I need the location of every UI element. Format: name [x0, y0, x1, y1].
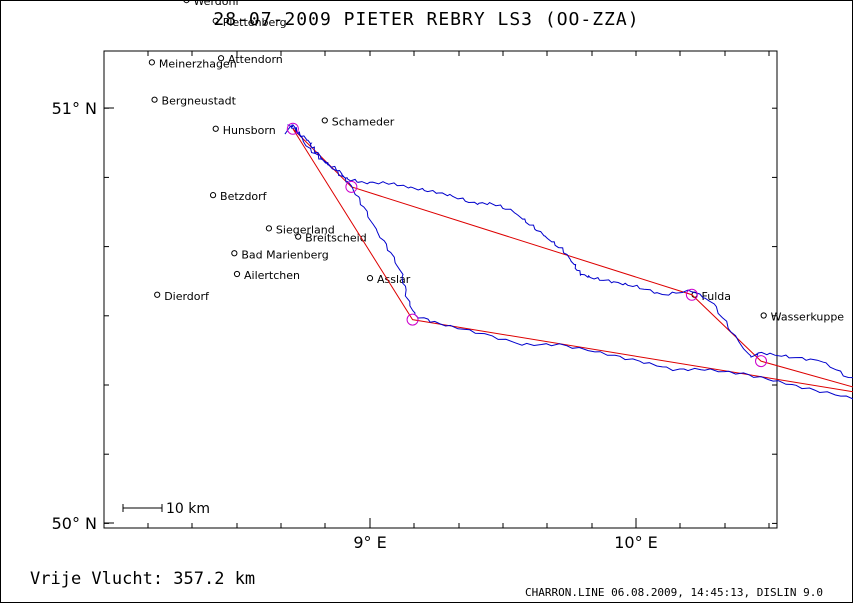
town-marker	[233, 270, 241, 278]
axis-ticks: 9° E 10° E 50° N 51° N	[52, 51, 777, 552]
town-marker	[148, 59, 155, 66]
town-label: Werdohl	[193, 0, 238, 8]
town-marker	[760, 312, 767, 319]
town-marker	[265, 225, 273, 232]
turnpoint-marker	[345, 180, 358, 193]
town-label: Fulda	[702, 290, 731, 303]
town-marker	[183, 0, 190, 4]
town-label: Wasserkuppe	[771, 311, 845, 324]
town-label: Schameder	[332, 115, 395, 128]
town-marker	[366, 275, 374, 282]
town-marker	[154, 291, 161, 298]
town-label: Attendorn	[228, 53, 283, 66]
y-tick-label: 51° N	[52, 99, 97, 118]
x-tick-label: 9° E	[353, 533, 386, 552]
town-label: Breitscheid	[305, 232, 367, 245]
town-label: Betzdorf	[220, 190, 268, 203]
scale-bar: 10 km	[122, 501, 210, 517]
town-label: Hunsborn	[223, 124, 276, 137]
x-tick-label: 10° E	[614, 533, 658, 552]
town-marker	[151, 96, 158, 103]
scale-bar-label: 10 km	[166, 501, 210, 517]
software-info: CHARRON.LINE 06.08.2009, 14:45:13, DISLI…	[524, 586, 823, 599]
town-marker	[209, 192, 217, 199]
town-marker	[212, 125, 219, 132]
town-label: Ailertchen	[244, 269, 300, 282]
free-flight-distance: Vrije Vlucht: 357.2 km	[30, 569, 256, 589]
town-marker	[217, 55, 225, 62]
town-label: Bad Marienberg	[241, 248, 328, 261]
town-marker	[212, 17, 219, 24]
turnpoint-markers	[286, 122, 768, 368]
town-label: Plettenberg	[223, 16, 287, 29]
map-plot-area	[103, 50, 778, 529]
turnpoint-marker	[406, 313, 419, 326]
flight-track-line	[284, 124, 853, 400]
town-marker	[321, 117, 328, 124]
turnpoint-marker	[286, 122, 299, 135]
town-marker	[295, 233, 302, 240]
town-label: Siegerland	[276, 223, 335, 236]
town-label: Meinerzhagen	[159, 57, 237, 70]
town-markers: AltenaWerdohlMeschedePlettenbergAttendor…	[148, 0, 845, 324]
town-label: Dierdorf	[164, 290, 210, 303]
town-label: Bergneustadt	[162, 95, 237, 108]
turnpoint-marker	[685, 288, 698, 301]
turnpoint-marker	[755, 355, 768, 368]
y-tick-label: 50° N	[52, 514, 97, 533]
page-title: 28-07-2009 PIETER REBRY LS3 (OO-ZZA)	[213, 9, 640, 30]
town-marker	[231, 250, 238, 257]
town-label: Asslar	[377, 273, 411, 286]
